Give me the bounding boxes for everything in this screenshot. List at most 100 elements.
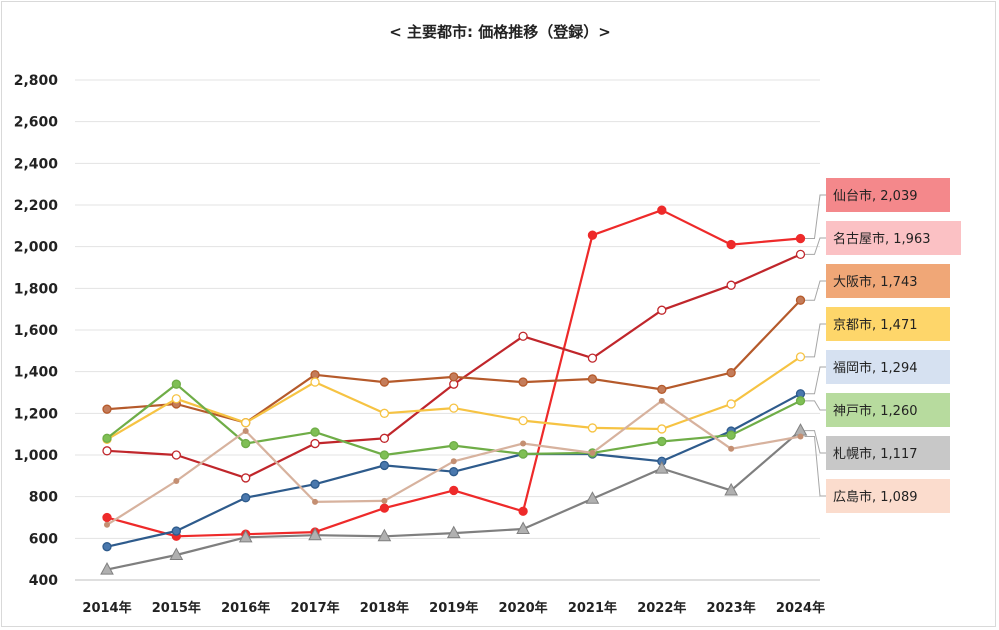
series-label-2: 名古屋市, 1,963	[826, 221, 961, 255]
data-point-marker	[377, 528, 392, 542]
data-point-marker	[238, 529, 253, 543]
data-point-marker	[449, 485, 459, 496]
data-point-marker	[241, 493, 251, 503]
y-tick-label: 800	[29, 490, 58, 506]
data-point-marker	[449, 467, 459, 477]
series-label-6: 神戸市, 1,260	[826, 393, 950, 427]
data-point-marker	[795, 396, 806, 406]
leader-line	[804, 194, 826, 240]
leader-line	[804, 435, 826, 497]
series-label-4: 京都市, 1,471	[826, 307, 950, 341]
data-point-marker	[657, 424, 667, 434]
series-label-text: 京都市, 1,471	[833, 317, 917, 333]
data-point-marker	[518, 449, 528, 459]
data-point-marker	[449, 403, 459, 413]
data-point-marker	[310, 377, 320, 387]
label-box	[826, 350, 950, 384]
data-point-marker	[657, 305, 667, 315]
data-point-marker	[795, 249, 806, 260]
data-point-marker	[797, 433, 804, 440]
data-point-marker	[728, 445, 735, 452]
data-point-marker	[241, 473, 251, 483]
series-label-5: 福岡市, 1,294	[826, 350, 950, 384]
data-point-marker	[726, 280, 736, 290]
data-point-marker	[171, 450, 182, 460]
series-label-text: 大阪市, 1,743	[833, 274, 917, 290]
data-point-marker	[241, 418, 251, 428]
y-tick-label: 2,200	[14, 198, 59, 214]
data-point-marker	[308, 527, 322, 541]
data-point-marker	[169, 547, 184, 561]
x-tick-label: 2017年	[290, 600, 339, 616]
x-tick-label: 2023年	[707, 600, 756, 616]
series-label-text: 神戸市, 1,260	[833, 403, 917, 419]
data-point-marker	[379, 460, 390, 471]
label-box	[826, 221, 961, 255]
x-tick-label: 2022年	[637, 600, 686, 616]
label-box	[826, 393, 950, 427]
data-point-marker	[242, 428, 249, 435]
x-tick-label: 2015年	[152, 600, 201, 616]
x-tick-label: 2019年	[429, 600, 478, 616]
data-point-marker	[726, 239, 736, 250]
series-7	[100, 423, 808, 575]
data-point-marker	[104, 521, 110, 528]
series-label-text: 札幌市, 1,117	[833, 446, 917, 462]
chart-title: < 主要都市: 価格推移（登録）>	[389, 23, 611, 41]
y-tick-label: 1,200	[14, 406, 59, 422]
series-label-1: 仙台市, 2,039	[826, 178, 950, 212]
data-point-marker	[726, 368, 736, 378]
data-point-marker	[379, 503, 390, 513]
series-end-labels: 仙台市, 2,039 名古屋市, 1,963 大阪市, 1,743 京都市, 1,47…	[826, 178, 961, 513]
data-point-marker	[312, 498, 319, 505]
data-point-marker	[516, 521, 530, 535]
data-point-marker	[589, 449, 596, 456]
data-point-marker	[795, 352, 806, 362]
x-axis: 2014年 2015年 2016年 2017年 2018年 2019年 2020年 2021年…	[82, 600, 825, 616]
grid-lines	[75, 79, 820, 581]
data-point-marker	[241, 438, 251, 449]
series-4	[102, 352, 806, 445]
data-point-marker	[449, 440, 459, 451]
series-6	[102, 379, 806, 460]
y-tick-label: 400	[29, 573, 58, 589]
data-point-marker	[518, 506, 528, 516]
data-point-marker	[100, 562, 114, 575]
data-point-marker	[446, 525, 461, 539]
data-point-marker	[520, 440, 527, 447]
y-tick-label: 1,000	[14, 448, 59, 464]
y-tick-label: 1,600	[14, 323, 59, 339]
data-point-marker	[171, 394, 182, 404]
data-point-marker	[657, 205, 667, 215]
x-tick-label: 2024年	[776, 600, 825, 616]
x-tick-label: 2014年	[82, 600, 131, 616]
x-tick-label: 2016年	[221, 600, 270, 616]
data-point-marker	[657, 436, 667, 447]
data-point-marker	[310, 427, 320, 437]
leader-line	[804, 323, 826, 358]
data-point-marker	[173, 478, 180, 485]
data-point-marker	[587, 353, 598, 363]
data-point-marker	[381, 497, 388, 504]
y-axis: 400 600 800 1,000 1,200 1,400 1,600 1,800 2,000 2…	[14, 73, 59, 589]
leader-line	[804, 280, 826, 301]
series-label-text: 福岡市, 1,294	[833, 360, 917, 376]
series-group	[100, 205, 808, 575]
x-tick-label: 2020年	[499, 600, 548, 616]
data-point-marker	[102, 433, 112, 443]
series-label-7: 札幌市, 1,117	[826, 436, 950, 470]
data-point-marker	[310, 438, 320, 449]
data-point-marker	[171, 526, 182, 536]
data-point-marker	[587, 423, 598, 433]
data-point-marker	[102, 512, 112, 523]
data-point-marker	[518, 331, 528, 341]
data-point-marker	[171, 379, 182, 389]
leader-line	[804, 400, 826, 411]
leader-line	[804, 366, 826, 395]
series-label-8: 広島市, 1,089	[826, 479, 950, 513]
data-point-marker	[449, 372, 459, 382]
x-tick-label: 2021年	[568, 600, 617, 616]
series-8	[104, 397, 804, 528]
